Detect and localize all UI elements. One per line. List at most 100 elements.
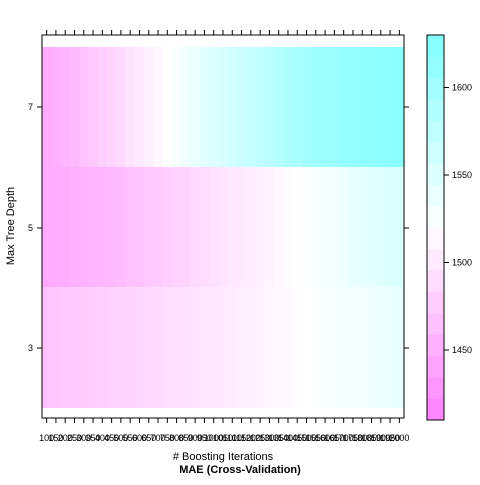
x-tick-label: 1850 — [361, 433, 381, 443]
x-axis: 1001502002503003504004505005506006507007… — [39, 30, 409, 443]
heatmap-cell — [209, 287, 219, 408]
heatmap-cell — [42, 47, 52, 167]
heatmap-cell — [236, 47, 247, 167]
heatmap-cell — [311, 47, 321, 167]
heatmap-cell — [301, 287, 312, 408]
y-tick-label: 7 — [28, 102, 33, 112]
heatmap-cell — [264, 287, 275, 408]
heatmap-cell — [88, 47, 99, 167]
heatmap-cell — [134, 47, 145, 167]
colorbar-band — [427, 120, 444, 143]
heatmap-cell — [246, 167, 256, 287]
x-tick-label: 1500 — [297, 433, 317, 443]
x-tick-label: 1300 — [259, 433, 279, 443]
heatmap-cell — [171, 47, 182, 167]
heatmap-cell — [190, 47, 201, 167]
heatmap-cell — [366, 167, 377, 287]
x-tick-label: 100 — [39, 433, 54, 443]
heatmap-cell — [218, 47, 229, 167]
heatmap-cell — [320, 167, 331, 287]
heatmap-cell — [376, 47, 386, 167]
colorbar-band — [427, 163, 444, 186]
heatmap-cell — [329, 47, 340, 167]
x-tick-label: 1650 — [324, 433, 344, 443]
x-tick-label: 400 — [95, 433, 110, 443]
heatmap-cell — [320, 287, 331, 408]
heatmap-cell — [329, 167, 340, 287]
heatmap-cell — [60, 287, 71, 408]
colorbar: 1450 1500 1550 1600 — [426, 34, 472, 421]
colorbar-band — [427, 77, 444, 100]
y-tick-label: 3 — [28, 343, 33, 353]
x-tick-label: 950 — [197, 433, 212, 443]
heatmap-cell — [153, 287, 164, 408]
heatmap-cell — [348, 287, 358, 408]
x-tick-label: 350 — [86, 433, 101, 443]
heatmap-cell — [60, 47, 71, 167]
heatmap-cell — [116, 47, 126, 167]
heatmap-cell — [181, 287, 191, 408]
colorbar-band — [427, 398, 444, 421]
x-tick-label: 1350 — [269, 433, 289, 443]
heatmap-cell — [162, 287, 173, 408]
heatmap-cell — [385, 47, 396, 167]
heatmap-cell — [42, 287, 52, 408]
colorbar-band — [427, 56, 444, 79]
heatmap-cell — [190, 287, 201, 408]
x-tick-label: 500 — [113, 433, 128, 443]
colorbar-band — [427, 184, 444, 207]
x-tick-label: 750 — [160, 433, 175, 443]
heatmap-cell — [51, 287, 61, 408]
x-tick-label: 1200 — [241, 433, 261, 443]
heatmap-cell — [274, 287, 284, 408]
x-tick-label: 1100 — [223, 433, 242, 443]
heatmap-cell — [125, 287, 136, 408]
x-tick-label: 300 — [76, 433, 91, 443]
colorbar-band — [427, 206, 444, 228]
heatmap-cell — [144, 167, 154, 287]
heatmap-cell — [42, 167, 52, 287]
heatmap-cell — [311, 167, 321, 287]
heatmap-cell — [209, 167, 219, 287]
heatmap-cell — [301, 167, 312, 287]
heatmap-cell — [116, 167, 126, 287]
heatmap-cell — [394, 47, 405, 167]
x-tick-label: 650 — [141, 433, 156, 443]
heatmap-cell — [255, 47, 266, 167]
heatmap-cell — [227, 167, 238, 287]
colorbar-band — [427, 248, 444, 271]
colorbar-tick-label: 1500 — [452, 258, 472, 268]
x-tick-label: 1800 — [352, 433, 372, 443]
heatmap-cell — [255, 287, 266, 408]
heatmap-cell — [339, 287, 349, 408]
colorbar-band — [427, 334, 444, 357]
heatmap-cell — [144, 47, 154, 167]
x-tick-label: 800 — [169, 433, 184, 443]
x-tick-label: 1700 — [334, 433, 354, 443]
x-tick-label: 1150 — [232, 433, 251, 443]
heatmap-cell — [79, 287, 89, 408]
chart-title: MAE (Cross-Validation) — [179, 464, 301, 476]
heatmap-cell — [385, 167, 396, 287]
heatmap-cell — [394, 167, 405, 287]
x-tick-label: 850 — [178, 433, 193, 443]
heatmap-cell — [199, 167, 210, 287]
x-tick-label: 1600 — [315, 433, 335, 443]
heatmap-cell — [106, 167, 117, 287]
heatmap-cell — [88, 287, 99, 408]
heatmap-cell — [97, 47, 108, 167]
heatmap-cell — [162, 47, 173, 167]
heatmap-cell — [376, 287, 386, 408]
heatmap-cell — [292, 47, 303, 167]
heatmap-cell — [162, 167, 173, 287]
heatmap-cell — [339, 167, 349, 287]
heatmap-cell — [134, 287, 145, 408]
x-tick-label: 250 — [67, 433, 82, 443]
heatmap-cell — [236, 167, 247, 287]
heatmap-cell — [106, 47, 117, 167]
heatmap-cell — [181, 167, 191, 287]
heatmap-cell — [292, 167, 303, 287]
heatmap-cell — [301, 47, 312, 167]
heatmap-cell — [199, 287, 210, 408]
